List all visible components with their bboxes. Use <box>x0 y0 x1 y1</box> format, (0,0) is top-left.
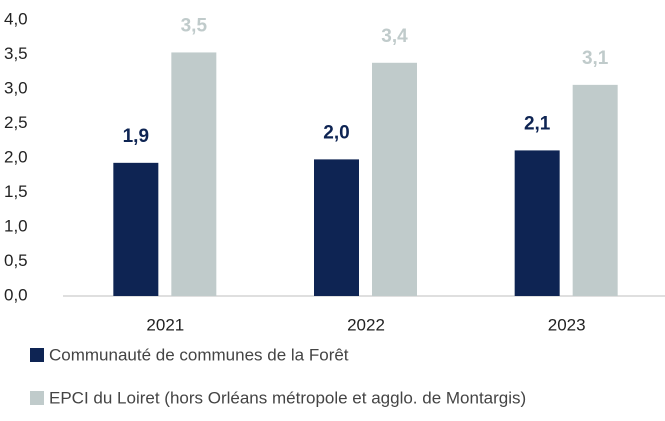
value-label: 3,4 <box>381 26 408 47</box>
y-tick-label: 0,5 <box>4 251 28 270</box>
bar <box>372 62 417 296</box>
y-tick-label: 3,0 <box>4 78 28 97</box>
x-tick-label: 2022 <box>347 315 385 334</box>
y-tick-label: 3,5 <box>4 44 28 63</box>
bar <box>572 84 618 296</box>
x-tick-label: 2021 <box>146 315 184 334</box>
legend-swatch <box>30 348 44 362</box>
value-label: 3,5 <box>181 15 208 36</box>
value-label: 2,1 <box>524 113 551 134</box>
value-label: 1,9 <box>123 126 149 147</box>
bar <box>314 159 359 296</box>
y-tick-label: 1,5 <box>4 182 28 201</box>
legend-label: EPCI du Loiret (hors Orléans métropole e… <box>49 388 526 407</box>
value-label: 3,1 <box>582 48 609 69</box>
y-tick-label: 2,5 <box>4 113 28 132</box>
bar <box>514 150 560 296</box>
y-tick-label: 0,0 <box>4 285 28 304</box>
y-tick-label: 1,0 <box>4 216 28 235</box>
legend-swatch <box>30 391 44 405</box>
value-label: 2,0 <box>323 122 349 143</box>
bar <box>171 52 217 297</box>
x-tick-label: 2023 <box>548 315 586 334</box>
y-tick-label: 2,0 <box>4 147 28 166</box>
bar <box>113 162 159 296</box>
legend-label: Communauté de communes de la Forêt <box>49 345 349 364</box>
y-tick-label: 4,0 <box>4 9 28 28</box>
